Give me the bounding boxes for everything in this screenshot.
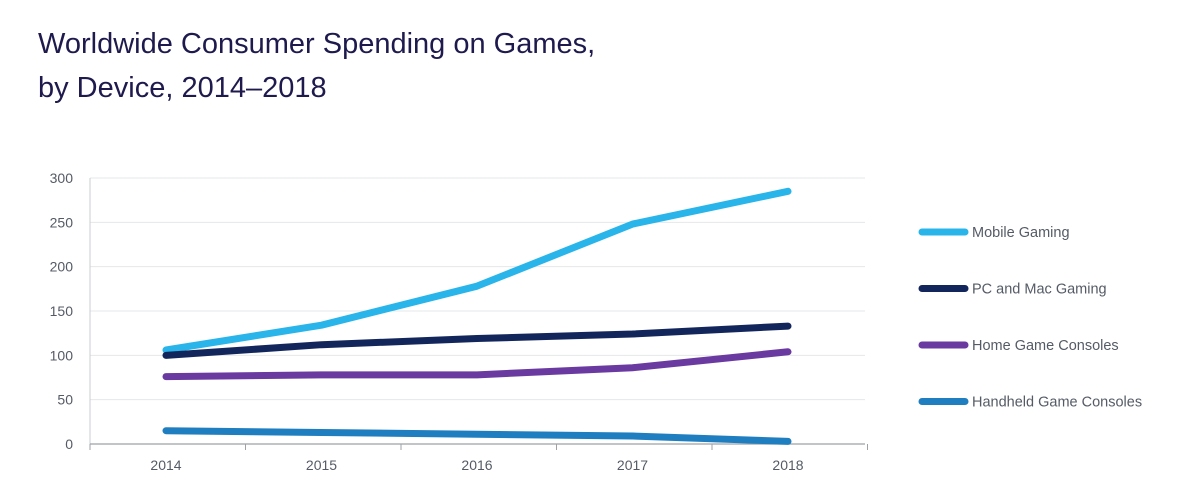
x-tick-label: 2018 xyxy=(772,457,803,473)
x-tick-label: 2015 xyxy=(306,457,337,473)
y-tick-label: 100 xyxy=(50,347,74,363)
series-line-pc-and-mac-gaming xyxy=(162,322,792,359)
y-tick-label: 0 xyxy=(65,436,73,452)
legend-label: PC and Mac Gaming xyxy=(972,282,1107,298)
y-tick-label: 300 xyxy=(50,170,74,186)
legend: Mobile Gaming PC and Mac Gaming Home Game … xyxy=(918,225,1142,411)
x-tick-label: 2017 xyxy=(617,457,648,473)
x-tick-label: 2014 xyxy=(150,457,181,473)
series-line-handheld-game-consoles xyxy=(162,427,792,445)
y-tick-label: 200 xyxy=(50,259,74,275)
series-line-home-game-consoles xyxy=(162,348,792,381)
chart-title-line-1: Worldwide Consumer Spending on Games, xyxy=(38,28,596,60)
legend-label: Mobile Gaming xyxy=(972,225,1070,241)
gridlines xyxy=(90,177,865,401)
series-lines xyxy=(162,187,792,445)
y-tick-label: 250 xyxy=(50,214,74,230)
chart-title-line-2: by Device, 2014–2018 xyxy=(38,72,327,104)
y-tick-label: 150 xyxy=(50,303,74,319)
series-line-mobile-gaming xyxy=(162,187,792,354)
chart-title: Worldwide Consumer Spending on Games, by… xyxy=(38,22,595,110)
x-tick-label: 2016 xyxy=(461,457,492,473)
legend-label: Handheld Game Consoles xyxy=(972,395,1142,411)
axes: 0 50 100 150 200 250 300 2014 2015 2016 2017 2018 xyxy=(50,170,868,473)
legend-label: Home Game Consoles xyxy=(972,338,1119,354)
y-tick-label: 50 xyxy=(57,392,73,408)
